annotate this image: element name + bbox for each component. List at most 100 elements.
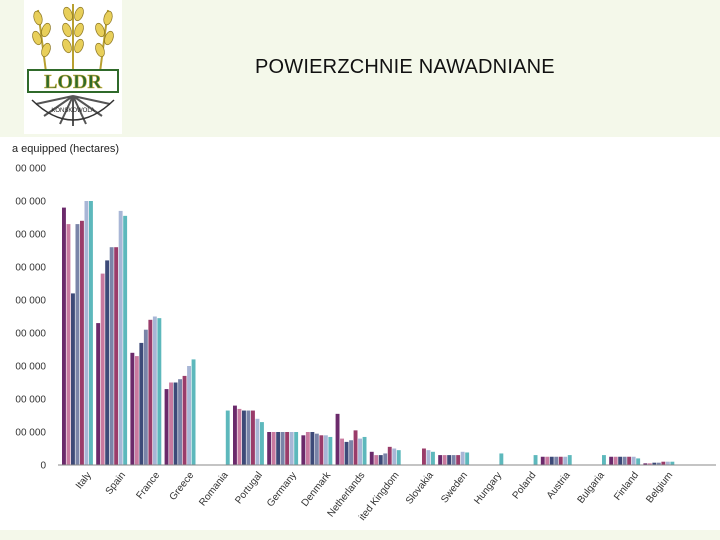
bar <box>431 451 435 465</box>
y-tick-label: 00 000 <box>15 428 46 439</box>
y-tick-label: 00 000 <box>15 197 46 208</box>
bar <box>613 456 618 465</box>
x-tick-label: Portugal <box>233 470 265 506</box>
y-tick-label: 00 000 <box>15 362 46 373</box>
x-axis-labels: Italy Spain France Greece Romania Portugal Ger… <box>74 469 675 523</box>
bar <box>456 455 461 465</box>
x-tick-label: Hungary <box>472 470 504 507</box>
bar <box>109 247 114 465</box>
x-tick-label: Italy <box>74 470 94 491</box>
bar <box>442 455 447 465</box>
bar <box>554 456 559 465</box>
slide-title: POWIERZCHNIE NAWADNIANE <box>255 56 555 78</box>
y-tick-label: 00 000 <box>15 395 46 406</box>
bar <box>636 458 641 465</box>
bar <box>294 432 299 465</box>
bar <box>661 461 666 465</box>
bar <box>191 359 196 465</box>
bar <box>143 329 148 465</box>
bar <box>340 438 344 465</box>
bar <box>618 456 623 465</box>
bar <box>84 201 89 465</box>
bar <box>285 432 290 465</box>
bar <box>66 224 71 465</box>
bar <box>130 352 135 465</box>
logo-subtext: KONSKOWOLA <box>51 108 94 114</box>
bar <box>602 455 606 465</box>
x-tick-label: Poland <box>511 470 539 501</box>
lodr-logo: LODR KONSKOWOLA <box>24 0 122 134</box>
bar <box>105 260 110 465</box>
bar <box>173 382 178 465</box>
bar <box>276 432 281 465</box>
bar <box>157 318 162 465</box>
logo-text: LODR <box>44 71 102 93</box>
bar <box>169 382 173 465</box>
x-tick-label: Belgium <box>644 470 675 505</box>
x-tick-label: Bulgaria <box>576 470 608 506</box>
bar <box>89 201 93 465</box>
bar <box>246 410 251 465</box>
bar <box>164 389 169 465</box>
bar <box>533 455 538 465</box>
wheat-icon <box>32 4 114 73</box>
bar <box>426 450 431 465</box>
bar <box>652 462 657 465</box>
bar <box>100 273 105 465</box>
bar <box>665 461 670 465</box>
bar <box>182 375 187 465</box>
bar <box>260 422 264 465</box>
bar <box>465 452 470 465</box>
bar <box>563 456 568 465</box>
bar <box>310 432 315 465</box>
bar <box>301 435 306 465</box>
bar <box>422 448 426 465</box>
x-tick-label: Romania <box>197 470 231 509</box>
x-tick-label: Greece <box>168 470 197 503</box>
bar <box>75 224 80 465</box>
bar <box>540 456 545 465</box>
bar <box>114 247 119 465</box>
y-tick-label: 00 000 <box>15 230 46 241</box>
bar <box>148 319 153 465</box>
bar <box>280 432 285 465</box>
bar <box>242 410 246 465</box>
bar <box>358 438 362 465</box>
bar <box>71 293 75 465</box>
y-axis-title: a equipped (hectares) <box>12 143 119 155</box>
bar <box>305 432 310 465</box>
bar <box>549 456 554 465</box>
bar <box>123 215 128 465</box>
bar <box>670 461 675 465</box>
bar <box>328 436 333 465</box>
x-tick-label: Finland <box>612 470 641 503</box>
bar <box>451 455 456 465</box>
y-tick-label: 00 000 <box>15 263 46 274</box>
bar <box>622 456 627 465</box>
bar <box>378 455 383 465</box>
x-tick-label: France <box>134 470 162 502</box>
bar <box>344 441 349 465</box>
bar <box>647 463 652 465</box>
bar <box>460 451 465 465</box>
bar <box>139 342 144 465</box>
bar <box>225 410 230 465</box>
bar <box>627 456 632 465</box>
bar <box>567 455 572 465</box>
y-tick-label: 00 000 <box>15 329 46 340</box>
bar <box>289 432 294 465</box>
bar <box>271 432 276 465</box>
bar <box>392 448 397 465</box>
bar <box>438 455 443 465</box>
bar-series <box>62 201 675 465</box>
y-tick-label: 0 <box>40 461 46 472</box>
bar <box>499 453 504 465</box>
bar <box>319 435 324 465</box>
bar <box>178 379 182 465</box>
bar <box>369 451 374 465</box>
bar <box>558 456 563 465</box>
bar <box>96 323 101 465</box>
bar <box>62 207 66 465</box>
bar <box>631 456 636 465</box>
logo-banner <box>27 69 119 93</box>
